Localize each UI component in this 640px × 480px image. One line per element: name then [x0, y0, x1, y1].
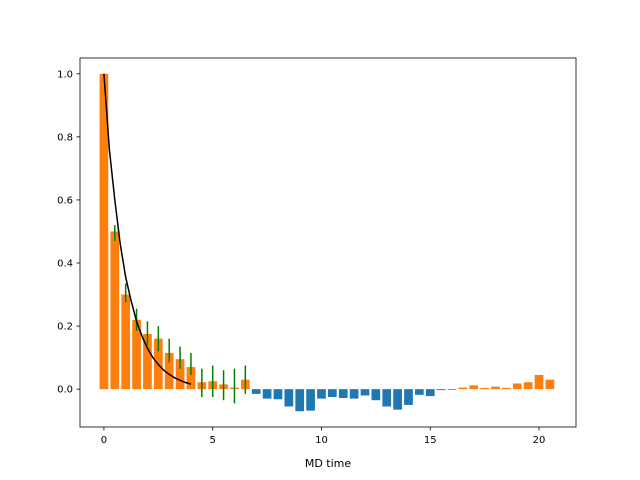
bar [545, 379, 555, 390]
bar [523, 382, 533, 390]
bar [338, 389, 348, 398]
bar [491, 386, 500, 390]
y-tick-label: 0.0 [57, 385, 73, 396]
x-tick-label: 5 [210, 435, 216, 446]
x-tick-label: 10 [315, 435, 328, 446]
bar [121, 294, 131, 390]
x-tick-label: 20 [533, 435, 546, 446]
bar [415, 389, 424, 395]
bar [360, 389, 370, 396]
x-tick-label: 0 [101, 435, 107, 446]
bar [273, 389, 283, 400]
y-tick-label: 0.8 [57, 132, 73, 143]
bar [251, 389, 261, 394]
x-axis-label: MD time [305, 457, 352, 470]
bar [469, 385, 479, 390]
bar [164, 352, 174, 390]
bar [328, 389, 337, 398]
bar [175, 359, 185, 390]
bar [99, 73, 109, 390]
y-tick-label: 0.2 [57, 322, 73, 333]
bar [186, 367, 196, 390]
bar [512, 383, 522, 390]
x-tick-label: 15 [424, 435, 437, 446]
bar [317, 389, 326, 399]
bar [425, 389, 435, 397]
plot-frame [79, 57, 577, 428]
bar [447, 389, 457, 390]
bar [143, 333, 152, 390]
bar [393, 389, 402, 410]
axis-ticks: 0 5 10 15 20 0.0 0.2 0.4 0.6 0.8 1.0 [57, 69, 545, 446]
bar [382, 389, 392, 407]
bar [110, 231, 120, 390]
y-tick-label: 0.4 [57, 259, 73, 270]
bar [262, 389, 272, 399]
bar [306, 389, 315, 411]
bar [295, 389, 305, 412]
plot-area [79, 57, 577, 428]
bar [349, 389, 359, 399]
bar [458, 387, 468, 390]
fit-line [103, 73, 192, 385]
bar [371, 389, 381, 401]
bar [404, 389, 413, 405]
y-tick-label: 1.0 [57, 69, 73, 80]
bar [534, 374, 544, 390]
bar [284, 389, 294, 407]
bar [132, 319, 141, 390]
bar [502, 387, 511, 390]
y-tick-label: 0.6 [57, 195, 73, 206]
bar [436, 389, 446, 391]
bar [480, 387, 489, 390]
